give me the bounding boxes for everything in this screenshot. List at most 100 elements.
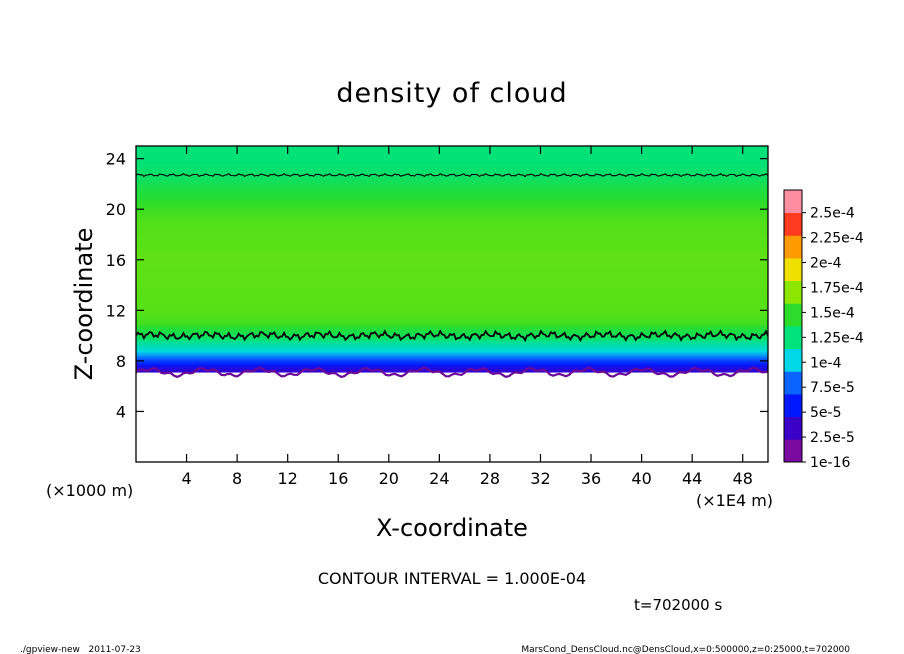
colorbar-frame	[783, 189, 803, 463]
x-tick-label: 44	[682, 469, 702, 488]
field-band	[136, 251, 768, 254]
field-band	[136, 328, 768, 331]
field-band	[136, 255, 768, 258]
field-band	[136, 330, 768, 333]
field-band	[136, 310, 768, 312]
field-band	[136, 273, 768, 276]
field-band	[136, 164, 768, 167]
field-band	[136, 191, 768, 194]
colorbar-label: 7.5e-5	[810, 380, 855, 396]
field-band	[136, 346, 768, 349]
field-band	[136, 232, 768, 235]
colorbar-swatch	[784, 280, 802, 304]
field-band	[136, 197, 768, 200]
field-band	[136, 363, 768, 365]
field-band	[136, 264, 768, 267]
y-tick-label: 8	[116, 352, 126, 371]
y-tick-label: 16	[106, 251, 126, 270]
field-band	[136, 240, 768, 243]
field-band	[136, 248, 768, 250]
field-band	[136, 260, 768, 263]
field-band	[136, 182, 768, 185]
field-band	[136, 301, 768, 304]
field-band	[136, 201, 768, 204]
field-band	[136, 172, 768, 175]
field-band	[136, 336, 768, 339]
field-band	[136, 267, 768, 269]
field-band	[136, 323, 768, 326]
field-band	[136, 169, 768, 172]
field-band	[136, 174, 768, 177]
field-band	[136, 165, 768, 168]
field-band	[136, 149, 768, 152]
field-band	[136, 229, 768, 231]
field-band	[136, 312, 768, 315]
x-tick-label: 12	[278, 469, 298, 488]
field-band	[136, 215, 768, 218]
field-band	[136, 231, 768, 234]
y-tick-label: 4	[116, 402, 126, 421]
field-band	[136, 258, 768, 261]
colorbar-swatch	[784, 439, 802, 463]
field-band	[136, 351, 768, 354]
field-band	[136, 287, 768, 290]
field-band	[136, 205, 768, 207]
field-band	[136, 293, 768, 296]
field-band	[136, 234, 768, 237]
field-band	[136, 148, 768, 151]
field-band	[136, 327, 768, 330]
field-band	[136, 354, 768, 357]
field-band	[136, 304, 768, 307]
y-tick-label: 20	[106, 200, 126, 219]
field-band	[136, 361, 768, 364]
field-band	[136, 155, 768, 158]
field-band	[136, 268, 768, 271]
y-axis-ticks: 4 8 12 16 20 24	[106, 150, 768, 421]
field-band	[136, 246, 768, 249]
field-band	[136, 339, 768, 341]
field-band	[136, 341, 768, 344]
field-band	[136, 368, 768, 371]
field-band	[136, 322, 768, 325]
field-band	[136, 220, 768, 223]
field-band	[136, 291, 768, 293]
x-tick-label: 8	[232, 469, 242, 488]
field-band	[136, 296, 768, 298]
field-band	[136, 222, 768, 225]
field-band	[136, 224, 768, 226]
field-band	[136, 332, 768, 335]
chart-title: density of cloud	[336, 78, 567, 109]
x-tick-label: 20	[379, 469, 399, 488]
field-band	[136, 243, 768, 245]
colorbar-swatch	[784, 371, 802, 395]
field-band	[136, 326, 768, 329]
field-band	[136, 184, 768, 187]
field-band	[136, 207, 768, 210]
field-band	[136, 198, 768, 201]
colorbar-label: 1.75e-4	[810, 280, 864, 296]
y-unit-note: (×1000 m)	[46, 481, 133, 500]
field-band	[136, 157, 768, 159]
field-band	[136, 307, 768, 310]
field-band	[136, 177, 768, 180]
field-band	[136, 200, 768, 202]
field-band	[136, 192, 768, 195]
field-band	[136, 225, 768, 228]
field-band	[136, 352, 768, 355]
colorbar-label: 2.25e-4	[810, 231, 864, 247]
field-band	[136, 265, 768, 268]
field-band	[136, 217, 768, 220]
contour-line	[136, 329, 768, 343]
field-band	[136, 196, 768, 199]
colorbar-swatch	[784, 303, 802, 327]
field-band	[136, 154, 768, 157]
field-band	[136, 286, 768, 288]
colorbar-swatch	[784, 212, 802, 236]
x-tick-label: 28	[480, 469, 500, 488]
field-band	[136, 239, 768, 242]
field-band	[136, 193, 768, 196]
field-band	[136, 274, 768, 277]
field-band	[136, 342, 768, 345]
field-band	[136, 167, 768, 170]
field-band	[136, 194, 768, 197]
